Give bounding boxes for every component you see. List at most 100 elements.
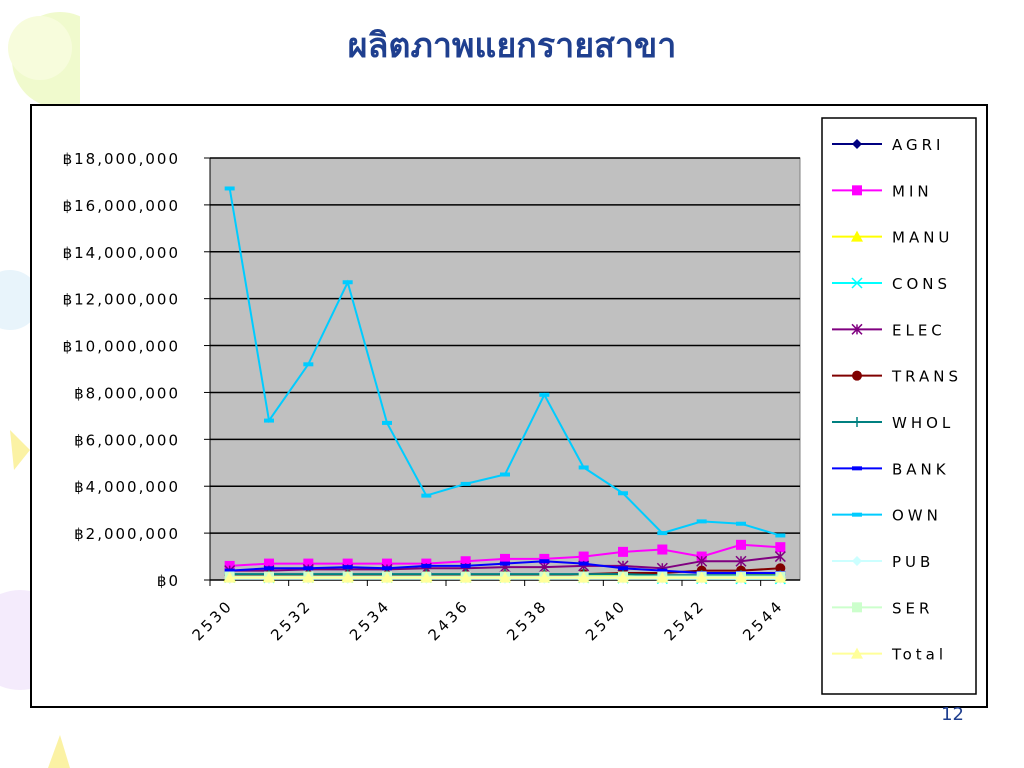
x-tick-label: 2532 bbox=[267, 596, 315, 644]
legend-label-whol: WHOL bbox=[892, 414, 954, 432]
data-point-bank bbox=[500, 561, 510, 566]
data-point-min bbox=[342, 558, 353, 569]
data-point-bank bbox=[657, 568, 668, 573]
data-point-elec bbox=[735, 555, 747, 567]
data-point-min bbox=[618, 546, 628, 557]
x-tick-label: 2540 bbox=[582, 596, 630, 644]
data-point-own bbox=[500, 472, 510, 477]
legend-marker-min bbox=[852, 185, 862, 196]
data-point-bank bbox=[421, 563, 432, 568]
legend-label-ser: SER bbox=[892, 599, 933, 617]
data-point-min bbox=[264, 558, 274, 569]
x-tick-label: 2544 bbox=[739, 596, 787, 644]
data-point-total bbox=[735, 571, 747, 583]
slide-title: ผลิตภาพแยกรายสาขา bbox=[347, 26, 677, 66]
data-point-bank bbox=[578, 561, 589, 566]
data-point-bank bbox=[382, 566, 392, 571]
data-point-min bbox=[736, 539, 746, 550]
y-tick-label: ฿10,000,000 bbox=[63, 338, 180, 356]
data-point-own bbox=[775, 533, 786, 538]
data-point-min bbox=[657, 544, 668, 555]
legend-label-agri: AGRI bbox=[892, 136, 944, 154]
data-point-total bbox=[538, 571, 551, 583]
legend-marker-whol bbox=[852, 417, 862, 427]
data-point-total bbox=[499, 571, 511, 583]
legend-marker-ser bbox=[852, 602, 862, 613]
legend-label-manu: MANU bbox=[892, 229, 953, 247]
x-tick-label: 2530 bbox=[189, 596, 237, 644]
data-point-own bbox=[421, 493, 432, 498]
data-point-total bbox=[617, 571, 629, 583]
data-point-total bbox=[695, 571, 708, 583]
x-tick-label: 2542 bbox=[661, 596, 709, 644]
legend-label-min: MIN bbox=[892, 182, 933, 200]
legend-label-own: OWN bbox=[892, 507, 942, 525]
data-point-min bbox=[500, 553, 510, 564]
legend-marker-agri bbox=[852, 139, 862, 149]
legend-label-cons: CONS bbox=[892, 275, 951, 293]
data-point-min bbox=[303, 558, 314, 569]
legend-marker-bank bbox=[852, 466, 862, 471]
data-point-total bbox=[774, 571, 787, 583]
plot-area bbox=[209, 157, 801, 581]
data-point-min bbox=[539, 553, 550, 564]
data-point-own bbox=[342, 280, 353, 285]
legend-label-trans: TRANS bbox=[891, 368, 962, 386]
x-tick-label: 2538 bbox=[503, 596, 551, 644]
data-point-bank bbox=[539, 559, 550, 564]
y-tick-label: ฿8,000,000 bbox=[74, 384, 180, 402]
data-point-min bbox=[578, 551, 589, 562]
y-tick-label: ฿12,000,000 bbox=[63, 291, 180, 309]
data-point-bank bbox=[224, 568, 235, 573]
data-point-own bbox=[303, 362, 314, 367]
y-tick-label: ฿16,000,000 bbox=[63, 197, 180, 215]
x-tick-label: 2534 bbox=[346, 596, 394, 644]
legend-marker-own bbox=[852, 512, 862, 517]
data-point-min bbox=[382, 558, 392, 569]
data-point-total bbox=[420, 571, 433, 583]
data-point-own bbox=[460, 481, 471, 486]
data-point-own bbox=[224, 186, 235, 191]
legend-marker-elec bbox=[851, 323, 863, 335]
data-point-trans bbox=[775, 563, 786, 574]
y-tick-label: ฿0 bbox=[157, 572, 180, 590]
y-tick-label: ฿14,000,000 bbox=[63, 244, 180, 262]
data-point-elec bbox=[696, 555, 708, 567]
data-point-own bbox=[382, 420, 392, 425]
x-tick-label: 2436 bbox=[425, 596, 473, 644]
data-point-own bbox=[539, 392, 550, 397]
data-point-own bbox=[657, 531, 668, 536]
data-point-bank bbox=[460, 563, 471, 568]
line-chart: ฿0 ฿2,000,000 ฿4,000,000 ฿6,000,000 ฿8,000,0… bbox=[63, 117, 977, 695]
y-tick-label: ฿2,000,000 bbox=[74, 525, 180, 543]
data-point-own bbox=[736, 521, 746, 526]
data-point-total bbox=[341, 571, 354, 583]
y-tick-label: ฿18,000,000 bbox=[63, 150, 180, 168]
data-point-min bbox=[460, 556, 471, 567]
data-point-total bbox=[223, 571, 236, 583]
data-point-own bbox=[578, 465, 589, 470]
data-point-own bbox=[618, 491, 628, 496]
legend-marker-pub bbox=[852, 556, 862, 566]
legend-label-total: Total bbox=[891, 646, 947, 664]
data-point-total bbox=[302, 571, 315, 583]
data-point-total bbox=[381, 571, 393, 583]
page-number: 12 bbox=[941, 704, 964, 725]
y-tick-label: ฿4,000,000 bbox=[74, 478, 180, 496]
data-point-total bbox=[263, 571, 275, 583]
data-point-bank bbox=[264, 566, 274, 571]
legend-marker-trans bbox=[852, 370, 862, 381]
data-point-bank bbox=[342, 565, 353, 570]
legend-marker-manu bbox=[851, 230, 863, 242]
legend-marker-cons bbox=[851, 277, 863, 289]
data-point-total bbox=[577, 571, 590, 583]
data-point-own bbox=[696, 519, 707, 524]
data-point-elec bbox=[774, 551, 786, 563]
legend-label-elec: ELEC bbox=[892, 321, 946, 339]
data-point-total bbox=[459, 571, 472, 583]
data-point-bank bbox=[303, 566, 314, 571]
y-tick-label: ฿6,000,000 bbox=[74, 431, 180, 449]
chart-frame: ฿0 ฿2,000,000 ฿4,000,000 ฿6,000,000 ฿8,000,0… bbox=[30, 104, 988, 708]
data-point-total bbox=[656, 571, 669, 583]
data-point-bank bbox=[618, 566, 628, 571]
